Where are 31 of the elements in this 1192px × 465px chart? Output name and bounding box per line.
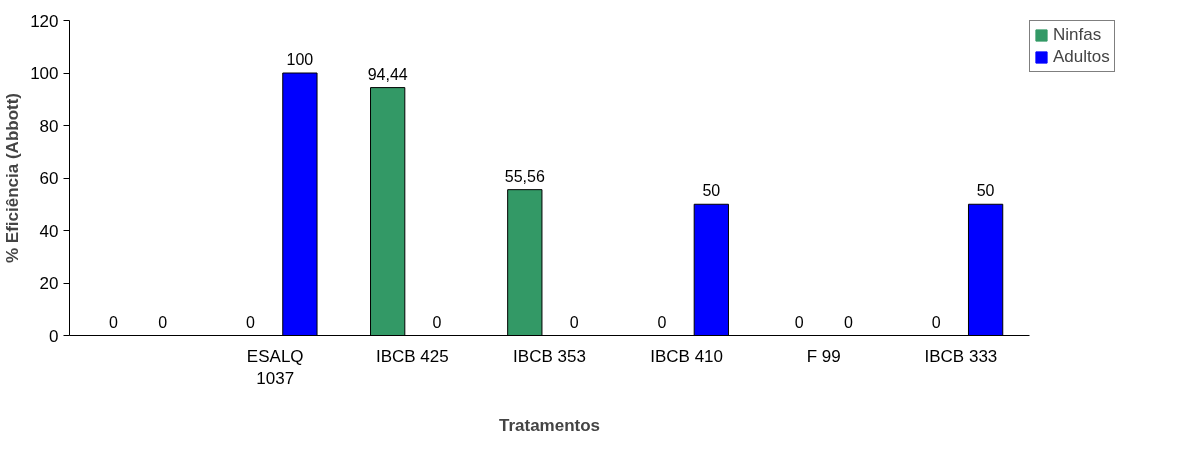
data-label: 0 bbox=[432, 313, 442, 331]
x-tick-label: ESALQ 1037 bbox=[246, 346, 304, 389]
y-tick-label: 0 bbox=[49, 326, 59, 346]
y-tick-label: 80 bbox=[39, 116, 59, 136]
x-tick-label: IBCB 410 bbox=[650, 346, 724, 366]
data-label: 0 bbox=[794, 313, 804, 331]
data-label: 100 bbox=[286, 51, 314, 68]
y-tick-label: 60 bbox=[39, 169, 59, 188]
legend-label: Adultos bbox=[1053, 47, 1110, 67]
y-tick-label: 20 bbox=[39, 274, 59, 293]
data-label: 55,56 bbox=[504, 167, 545, 185]
data-label: 0 bbox=[569, 313, 579, 331]
x-tick-label: IBCB 425 bbox=[375, 346, 449, 366]
data-label: 0 bbox=[931, 313, 941, 331]
y-tick-label: 120 bbox=[30, 11, 59, 31]
x-axis-title: Tratamentos bbox=[498, 416, 601, 436]
x-tick-label: IBCB 353 bbox=[513, 346, 586, 366]
data-label: 0 bbox=[246, 313, 256, 331]
x-tick-label: F 99 bbox=[806, 346, 841, 366]
data-label: 0 bbox=[844, 313, 854, 331]
legend-label: Ninfas bbox=[1053, 25, 1102, 45]
data-label: 0 bbox=[657, 313, 667, 331]
data-label: 50 bbox=[702, 182, 721, 200]
data-label: 50 bbox=[976, 182, 995, 200]
y-tick-label: 100 bbox=[30, 64, 59, 83]
y-tick-label: 40 bbox=[39, 221, 59, 241]
data-label: 0 bbox=[108, 313, 118, 331]
y-axis-title: % Eficiência (Abbott) bbox=[3, 92, 23, 263]
data-label: 94,44 bbox=[367, 65, 408, 83]
data-label: 0 bbox=[158, 313, 168, 331]
x-tick-label: IBCB 333 bbox=[924, 346, 998, 366]
